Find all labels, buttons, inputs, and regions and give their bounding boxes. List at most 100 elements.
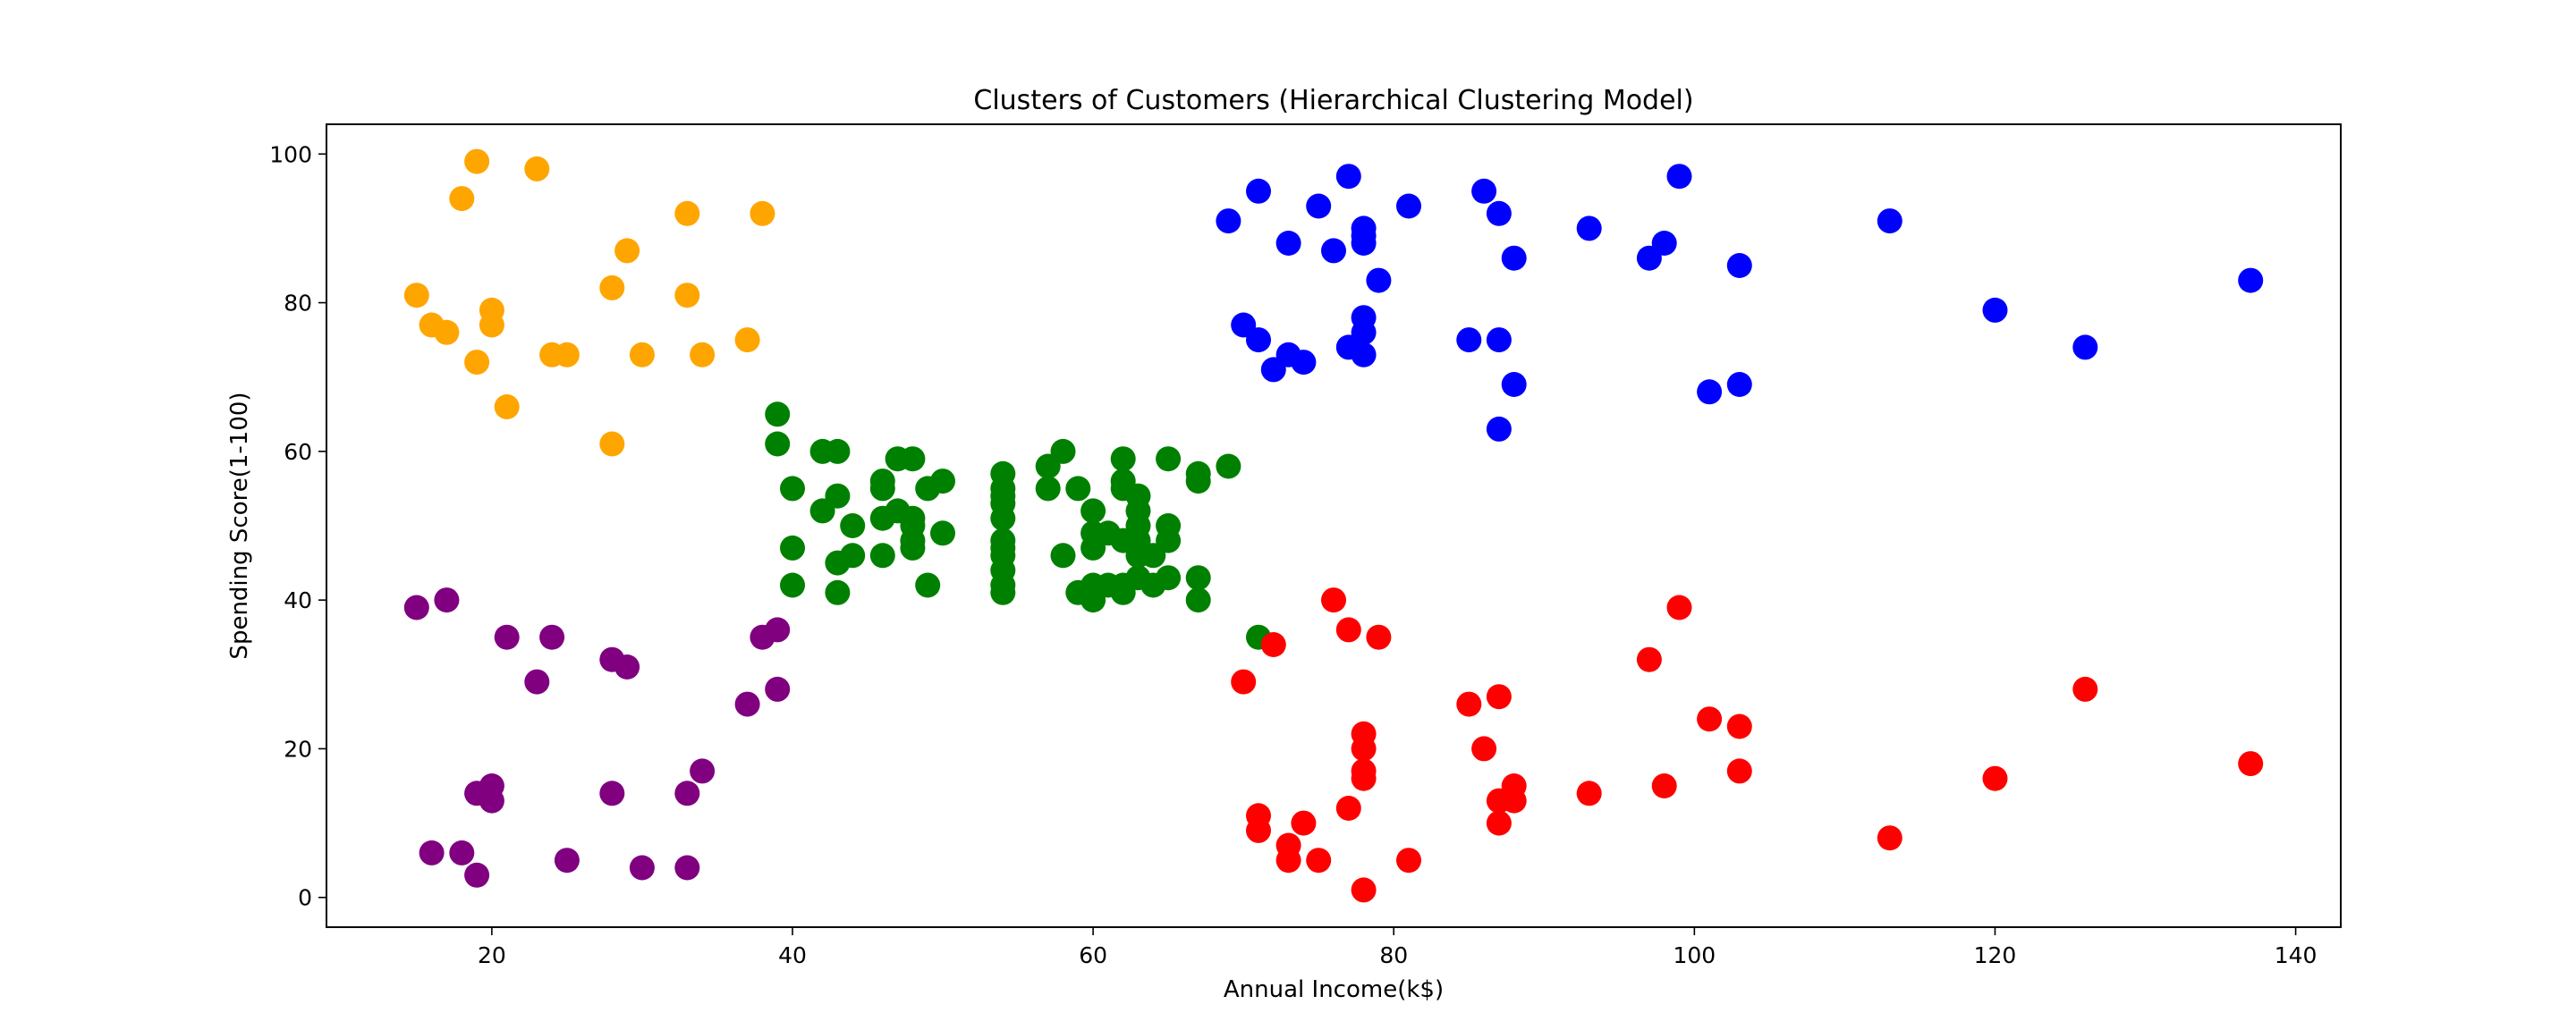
data-point [765,617,791,643]
data-point [1726,372,1752,397]
data-point [1471,736,1497,762]
data-point [434,587,460,613]
data-point [1366,624,1392,650]
data-point [840,543,866,569]
data-point [1335,617,1361,643]
data-point [1486,684,1512,710]
data-point [1456,691,1482,717]
y-tick-label: 60 [284,439,312,465]
y-axis-ticks: 0 20 40 60 80 100 [269,141,326,911]
data-point [765,676,791,702]
data-point [403,283,429,308]
data-point [1666,595,1692,621]
data-point [674,200,700,226]
data-point [674,283,700,308]
data-point [1471,178,1497,204]
data-point [1306,193,1332,219]
data-point [554,342,580,367]
data-point [449,840,475,865]
data-point [825,438,851,464]
data-point [990,505,1016,531]
data-point [1576,215,1602,241]
data-point [780,572,805,598]
data-point [1050,438,1076,464]
data-point [464,862,490,888]
data-point [1156,446,1182,472]
data-point [1982,297,2008,323]
data-point [1726,713,1752,739]
data-point [825,579,851,605]
data-point [599,274,625,300]
data-point [734,691,760,717]
data-point [869,476,895,502]
data-point [780,535,805,561]
x-tick-label: 100 [1673,942,1716,968]
data-point [1216,453,1241,479]
data-point [2238,751,2264,777]
data-point [1321,587,1346,613]
chart-title: Clusters of Customers (Hierarchical Clus… [973,85,1693,116]
data-point [494,394,520,419]
y-axis-label: Spending Score(1-100) [226,392,253,659]
y-tick-label: 20 [284,736,312,762]
data-point [1110,446,1136,472]
x-tick-label: 140 [2275,942,2318,968]
data-point [1726,253,1752,278]
data-point [629,342,655,367]
data-point [869,543,895,569]
data-point [1351,877,1377,903]
data-point [1982,765,2008,791]
plot-area-frame [326,123,2342,928]
data-point [1697,706,1723,732]
data-point [825,483,851,509]
data-point [1651,231,1677,256]
data-point [449,186,475,212]
data-point [780,476,805,502]
data-point [1351,342,1377,367]
data-point [434,319,460,345]
data-point [1156,528,1182,553]
data-point [2072,676,2098,702]
data-point [1351,319,1377,345]
data-point [554,848,580,874]
data-point [1156,565,1182,591]
x-tick-label: 60 [1079,942,1107,968]
data-point [524,669,550,695]
data-point [419,840,445,865]
data-point [1501,788,1527,814]
data-point [1260,632,1286,657]
data-point [750,200,775,226]
data-point [1351,736,1377,762]
data-point [674,781,700,806]
data-point [1877,208,1902,234]
data-point [629,855,655,881]
data-point [1877,825,1902,851]
data-point [1335,796,1361,821]
data-point [614,654,640,680]
data-point [479,788,504,814]
data-point [1185,587,1211,613]
x-tick-label: 120 [1974,942,2017,968]
data-point [1080,498,1106,524]
data-point [599,431,625,457]
data-point [1486,200,1512,226]
y-tick-label: 80 [284,291,312,317]
data-point [1275,848,1301,874]
data-point [1185,469,1211,494]
data-point [524,156,550,182]
x-axis-ticks: 20 40 60 80 100 120 140 [478,927,2317,968]
data-point [1246,178,1271,204]
data-point [674,855,700,881]
data-point [734,327,760,353]
data-point [1486,416,1512,442]
data-point [1291,350,1317,376]
data-point [1050,543,1076,569]
data-point [1335,164,1361,190]
data-point [930,469,955,494]
data-point [1366,267,1392,293]
data-point [464,350,490,376]
data-point [1456,327,1482,353]
x-tick-label: 80 [1379,942,1408,968]
data-point [1216,208,1241,234]
